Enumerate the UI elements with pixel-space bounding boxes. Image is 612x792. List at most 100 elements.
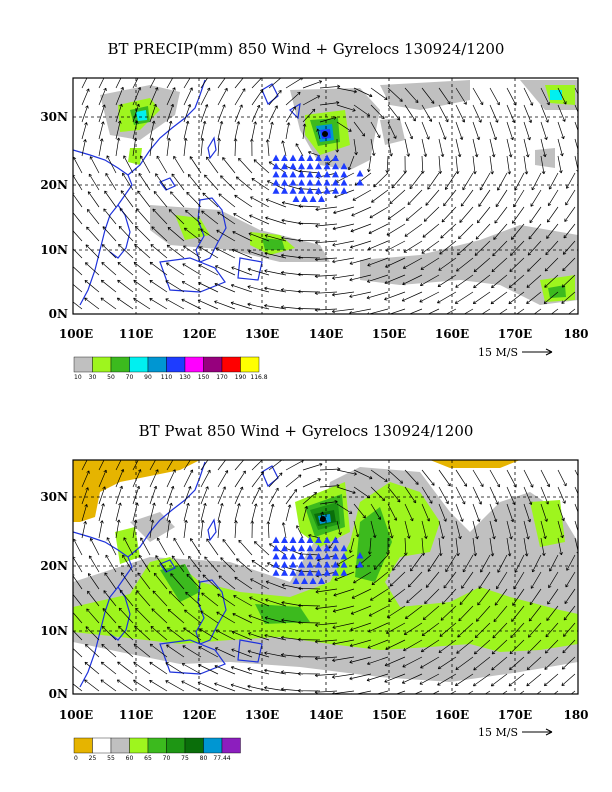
wind-arrow <box>350 223 372 233</box>
wind-arrow <box>115 78 122 89</box>
wind-arrow <box>138 554 151 573</box>
colorbar-label: 77.44 <box>213 755 230 762</box>
wind-arrow <box>472 503 481 522</box>
wind-arrow <box>548 172 559 190</box>
wind-arrow <box>492 240 508 257</box>
wind-arrow <box>544 656 559 670</box>
wind-arrow <box>73 647 83 658</box>
wind-arrow <box>472 486 482 505</box>
wind-arrow <box>265 580 287 590</box>
gyreloc-triangle <box>309 577 317 584</box>
wind-arrow <box>217 87 228 106</box>
wind-arrow <box>116 679 134 692</box>
wind-arrow <box>73 609 83 624</box>
wind-arrow <box>331 308 355 314</box>
wind-arrow <box>387 121 397 139</box>
wind-arrow <box>247 667 270 675</box>
wind-arrow <box>173 537 185 556</box>
x-tick: 150E <box>372 708 406 722</box>
wind-arrow <box>81 139 87 157</box>
wind-arrow <box>155 173 168 191</box>
wind-arrow <box>547 588 559 605</box>
wind-arrow <box>268 105 278 123</box>
wind-arrow <box>491 257 508 273</box>
wind-arrow <box>387 520 394 539</box>
gyreloc-triangle <box>315 536 322 543</box>
colorbar-swatch <box>73 356 93 373</box>
wind-arrow <box>546 605 559 621</box>
wind-arrow <box>438 257 457 271</box>
gyreloc-triangle <box>301 577 308 584</box>
wind-arrow <box>264 616 287 624</box>
wind-arrow <box>285 488 298 505</box>
wind-arrow <box>530 189 542 207</box>
wind-arrow <box>149 460 156 471</box>
wind-arrow <box>407 189 423 206</box>
pwat-shading <box>73 460 578 694</box>
wind-arrow <box>86 226 100 242</box>
wind-arrow <box>506 104 516 123</box>
wind-arrow <box>233 595 253 607</box>
wind-arrow <box>449 690 457 694</box>
wind-arrow <box>438 520 445 540</box>
wind-arrow <box>370 520 377 539</box>
colorbar-label: 65 <box>144 755 152 762</box>
wind-arrow <box>200 460 209 471</box>
wind-arrow <box>268 89 282 106</box>
wind-arrow <box>432 690 440 694</box>
wind-arrow <box>302 80 323 89</box>
wind-arrow <box>98 486 106 505</box>
gyreloc-triangle <box>323 552 331 560</box>
gyreloc-triangle <box>332 552 339 560</box>
gyreloc-markers <box>272 154 364 202</box>
gyreloc-triangle <box>318 577 325 584</box>
wind-arrow <box>183 78 191 89</box>
wind-arrow <box>527 622 542 638</box>
wind-arrow <box>420 155 425 174</box>
wind-arrow <box>529 206 542 224</box>
wind-arrow <box>186 191 202 208</box>
wind-arrow <box>132 460 139 471</box>
wind-arrow <box>478 571 491 590</box>
wind-arrow <box>489 520 496 540</box>
wind-arrow <box>349 257 372 265</box>
wind-arrow <box>314 274 338 279</box>
gyreloc-triangle <box>306 162 314 170</box>
wind-arrow <box>566 554 576 571</box>
gyreloc-triangle <box>298 552 305 560</box>
wind-arrow <box>215 265 236 276</box>
wind-arrow <box>123 537 134 556</box>
wind-arrow <box>349 639 372 648</box>
wind-arrow <box>187 173 202 191</box>
colorbar-label: 55 <box>107 755 115 762</box>
wind-arrow <box>425 189 440 206</box>
wind-arrow <box>491 656 508 671</box>
wind-arrow <box>494 206 508 224</box>
colorbar-swatch <box>184 737 204 754</box>
wind-arrow <box>385 155 390 173</box>
wind-arrow <box>557 520 564 539</box>
wind-arrow <box>206 538 219 556</box>
wind-arrow <box>73 174 83 191</box>
wind-arrow <box>544 639 559 654</box>
wind-arrow <box>149 137 155 157</box>
colorbar-label: 170 <box>216 374 228 381</box>
y-tick-30n: 30N <box>40 110 68 124</box>
x-tick: 100E <box>59 327 93 341</box>
wind-arrow <box>438 138 445 158</box>
wind-arrow <box>349 673 372 681</box>
wind-arrow <box>297 238 321 243</box>
gyreloc-triangle <box>332 569 339 576</box>
wind-arrow <box>530 571 542 589</box>
wind-arrow <box>421 138 428 157</box>
wind-arrow <box>297 620 321 625</box>
wind-arrow <box>402 656 423 668</box>
wind-arrow <box>315 223 338 228</box>
gyreloc-triangle <box>315 552 322 560</box>
wind-arrow <box>183 469 194 488</box>
wind-arrow <box>98 460 105 471</box>
wind-arrow <box>264 234 287 242</box>
wind-arrow <box>149 78 156 89</box>
wind-arrow <box>480 554 491 573</box>
wind-arrow <box>217 486 226 505</box>
